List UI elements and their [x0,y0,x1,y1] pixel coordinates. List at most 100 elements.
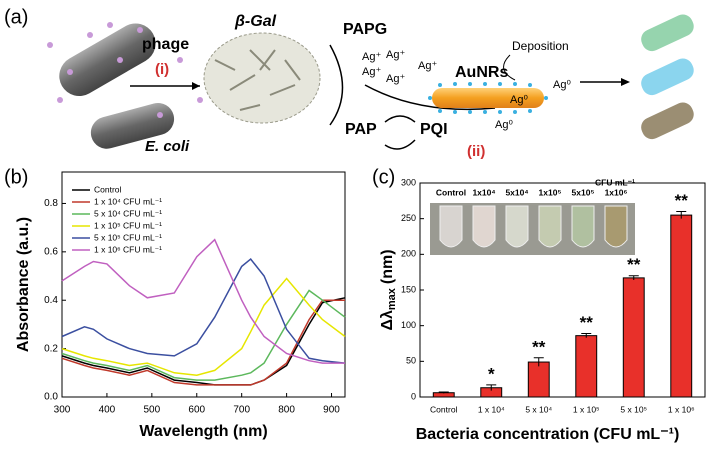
significance: * [488,364,495,383]
tube [604,205,628,248]
beta-gal-texture [214,49,301,111]
inset-label: 1x10⁵ [539,187,562,197]
step-label: (ii) [467,143,485,160]
aunrs-label: AuNRs [455,64,508,81]
inset-photo [430,203,635,255]
tube [439,205,463,248]
x-tick-label: 400 [99,405,116,416]
x-axis-label: Bacteria concentration (CFU mL⁻¹) [416,426,680,443]
x-tick-label: 1 x 10⁵ [573,404,600,414]
arrow [503,54,516,81]
arrow [384,139,416,150]
step-label: (i) [155,61,169,78]
y-tick-label: 0.2 [44,343,58,354]
panel-label: (c) [372,166,395,188]
legend-label: 5 x 10⁵ CFU mL⁻¹ [94,232,162,242]
bar [527,361,550,398]
y-tick-label: 200 [401,249,416,259]
series-line [61,299,345,386]
inset-label: 5x10⁴ [505,187,528,197]
x-tick-label: Control [430,404,458,414]
y-tick-label: 0.0 [44,392,58,403]
x-tick-label: 1 x 10⁴ [478,404,505,414]
error-bar [676,211,687,219]
x-tick-label: 700 [233,405,250,416]
legend-label: 1 x 10⁵ CFU mL⁻¹ [94,220,162,230]
panel-label: (a) [4,6,28,28]
series-line [61,277,346,376]
plot-frame [61,171,346,398]
x-tick-label: 500 [143,405,160,416]
deposition-label: Deposition [512,39,569,53]
arrow [329,44,344,126]
x-tick-label: 1 x 10⁶ [668,404,695,414]
tube [538,205,562,248]
bacterium [90,103,175,149]
arrowhead [192,82,200,90]
arrow [364,84,496,111]
y-axis-label: Δλmax (nm) [379,249,398,330]
ion-label: Ag⁺ [362,51,381,63]
pqi-label: PQI [420,121,448,138]
inset-label: 5x10⁵ [572,187,595,197]
y-axis-label: Absorbance (a.u.) [15,217,32,352]
significance: ** [627,255,641,274]
series-line [61,258,346,364]
y-tick-label: 300 [401,177,416,187]
y-tick-label: 0.8 [44,198,58,209]
papg-label: PAPG [343,21,387,38]
bar [575,335,598,398]
error-bar [438,391,449,394]
ion-label: Ag⁺ [386,49,405,61]
arrowhead [621,78,630,86]
y-tick-label: 0 [411,391,416,401]
x-tick-label: 800 [278,405,295,416]
atom-label: Ag⁰ [553,79,571,91]
y-tick-label: 150 [401,284,416,294]
bar [622,277,645,398]
y-tick-label: 250 [401,213,416,223]
inset-label: 1x10⁶ [605,187,628,197]
panel-label: (b) [4,166,28,188]
error-bar [581,333,592,338]
y-axis-unit: (nm) [379,249,396,284]
series-line [61,238,345,364]
error-bar [628,275,639,281]
atom-label: Ag⁰ [495,119,513,131]
series-line [61,289,346,381]
significance: ** [580,313,594,332]
x-tick-label: 600 [188,405,205,416]
legend-label: 1 x 10⁶ CFU mL⁻¹ [94,244,162,254]
legend-label: Control [94,184,122,194]
nanorod [432,88,544,108]
x-tick-label: 5 x 10⁴ [525,404,552,414]
significance: ** [675,191,689,210]
legend-label: 5 x 10⁴ CFU mL⁻¹ [94,208,162,218]
ion-label: Ag⁺ [362,66,381,78]
y-tick-label: 100 [401,320,416,330]
y-tick-label: 50 [406,356,416,366]
tube [571,205,595,248]
x-tick-label: 900 [323,405,340,416]
ion-label: Ag⁺ [418,60,437,72]
rod-green [641,14,694,52]
x-tick-label: 300 [54,405,71,416]
ion-label: Ag⁺ [386,73,405,85]
pap-label: PAP [345,121,377,138]
inset-unit: CFU mL⁻¹ [595,177,635,187]
y-tick-label: 0.6 [44,246,58,257]
beta-gal-label: β-Gal [234,13,277,30]
inset-label: 1x10⁴ [472,187,495,197]
ecoli-label: E. coli [145,138,190,155]
tube [505,205,529,248]
schematic: (a) phage (i) E. coli β-Gal PAPG PAP PQI… [4,6,694,160]
inset-label: Control [436,187,466,197]
y-axis-symbol: Δλ [379,310,396,331]
error-bar [486,384,497,391]
phages [47,22,203,118]
atom-label: Ag⁰ [510,94,528,106]
significance: ** [532,337,546,356]
x-axis-label: Wavelength (nm) [139,423,267,440]
